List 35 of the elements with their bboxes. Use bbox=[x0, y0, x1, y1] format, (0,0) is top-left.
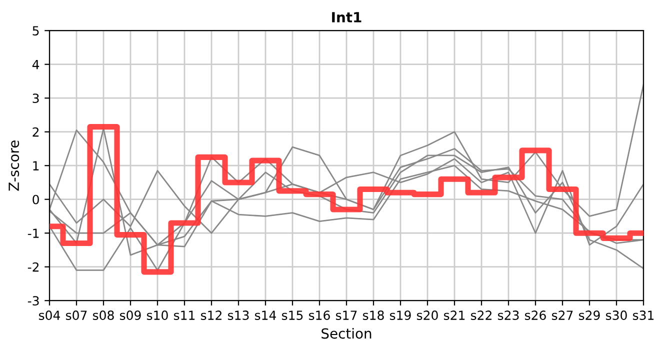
x-tick-label: s16 bbox=[308, 310, 330, 320]
x-tick-label: s30 bbox=[606, 310, 627, 320]
x-tick-label: s22 bbox=[470, 310, 492, 320]
x-tick-label: s12 bbox=[200, 310, 222, 320]
y-tick-label: 4 bbox=[32, 60, 40, 70]
x-tick-label: s04 bbox=[38, 310, 60, 320]
y-tick-label: 5 bbox=[32, 26, 39, 36]
y-tick-label: -3 bbox=[28, 296, 39, 306]
y-tick-label: 1 bbox=[33, 161, 39, 170]
x-tick-label: s15 bbox=[282, 310, 303, 320]
x-axis-title: Section bbox=[322, 328, 372, 339]
y-tick-label: -1 bbox=[28, 228, 39, 238]
x-tick-label: s09 bbox=[120, 310, 141, 320]
x-tick-label: s14 bbox=[254, 310, 276, 320]
x-tick-label: s31 bbox=[632, 310, 654, 320]
x-tick-label: s11 bbox=[174, 310, 195, 320]
y-tick-label: 2 bbox=[32, 127, 39, 137]
x-tick-label: s27 bbox=[552, 310, 573, 320]
x-tick-label: s21 bbox=[444, 310, 465, 320]
x-tick-label: s20 bbox=[416, 310, 438, 320]
y-tick-label: 3 bbox=[32, 94, 39, 104]
chart-title: Int1 bbox=[332, 12, 362, 22]
y-axis-title: Z-score bbox=[8, 140, 20, 191]
y-tick-label: 0 bbox=[32, 194, 39, 204]
x-tick-label: s10 bbox=[146, 310, 168, 320]
x-tick-label: s17 bbox=[336, 310, 357, 320]
x-tick-label: s13 bbox=[228, 310, 249, 320]
x-tick-label: s18 bbox=[362, 310, 384, 320]
y-tick-label: -2 bbox=[28, 262, 39, 272]
x-tick-label: s29 bbox=[578, 310, 600, 320]
x-tick-label: s07 bbox=[66, 310, 87, 320]
x-tick-label: s23 bbox=[498, 310, 519, 320]
x-tick-label: s08 bbox=[92, 310, 114, 320]
x-tick-label: s19 bbox=[390, 310, 411, 320]
x-tick-label: s26 bbox=[524, 310, 546, 320]
